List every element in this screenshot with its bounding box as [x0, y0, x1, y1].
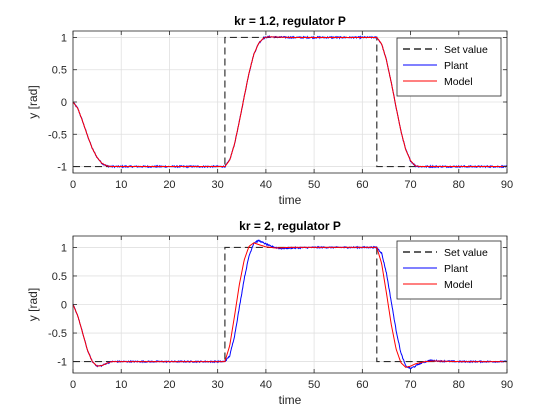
y-tick-label: 0.5 [52, 271, 67, 283]
legend-box [396, 37, 502, 97]
x-axis-label: time [279, 193, 302, 207]
series-line-model [72, 36, 507, 168]
x-tick-label: 0 [70, 379, 76, 391]
x-axis-label: time [279, 393, 302, 407]
x-tick-label: 60 [356, 179, 368, 191]
x-tick-label: 20 [163, 179, 175, 191]
y-tick-label: -1 [57, 162, 67, 174]
y-tick-label: -0.5 [48, 328, 67, 340]
legend-box [396, 240, 502, 300]
chart-title: kr = 1.2, regulator P [234, 14, 346, 28]
y-axis-label: y [rad] [26, 85, 40, 118]
x-tick-label: 80 [453, 379, 465, 391]
x-tick-label: 20 [163, 379, 175, 391]
y-tick-label: -1 [57, 357, 67, 369]
x-tick-label: 60 [356, 379, 368, 391]
legend-label: Plant [444, 263, 468, 275]
y-tick-label: -0.5 [48, 129, 67, 141]
y-tick-label: 1 [61, 242, 67, 254]
chart-panel-2: 0 10 20 30 40 50 60 70 80 90 -1 -0.5 0 0.5 1 kr = 2, re… [26, 219, 513, 407]
x-tick-label: 30 [212, 179, 224, 191]
x-tick-label: 80 [453, 179, 465, 191]
x-tick-label: 10 [115, 179, 127, 191]
x-tick-label: 70 [404, 379, 416, 391]
x-tick-label: 40 [260, 179, 272, 191]
x-tick-label: 50 [308, 179, 320, 191]
x-tick-label: 40 [260, 379, 272, 391]
x-tick-label: 50 [308, 379, 320, 391]
x-tick-label: 70 [404, 179, 416, 191]
chart-title: kr = 2, regulator P [239, 219, 341, 233]
x-tick-label: 90 [501, 379, 513, 391]
legend-label: Set value [444, 44, 488, 56]
x-tick-label: 10 [115, 379, 127, 391]
legend-label: Model [444, 279, 473, 291]
legend-label: Model [444, 76, 473, 88]
y-tick-label: 1 [61, 32, 67, 44]
legend-label: Plant [444, 60, 468, 72]
x-tick-label: 0 [70, 179, 76, 191]
legend: Set value Plant Model [396, 37, 502, 97]
x-tick-label: 30 [212, 379, 224, 391]
chart-panel-1: 0 10 20 30 40 50 60 70 80 90 -1 -0.5 0 0.5 1 kr = 1.2, … [26, 14, 513, 207]
series-line-model [72, 242, 507, 368]
x-tick-label: 90 [501, 179, 513, 191]
legend-label: Set value [444, 247, 488, 259]
y-axis-label: y [rad] [26, 288, 40, 321]
y-tick-label: 0.5 [52, 65, 67, 77]
legend: Set value Plant Model [396, 240, 502, 300]
y-tick-label: 0 [61, 300, 67, 312]
y-tick-label: 0 [61, 97, 67, 109]
